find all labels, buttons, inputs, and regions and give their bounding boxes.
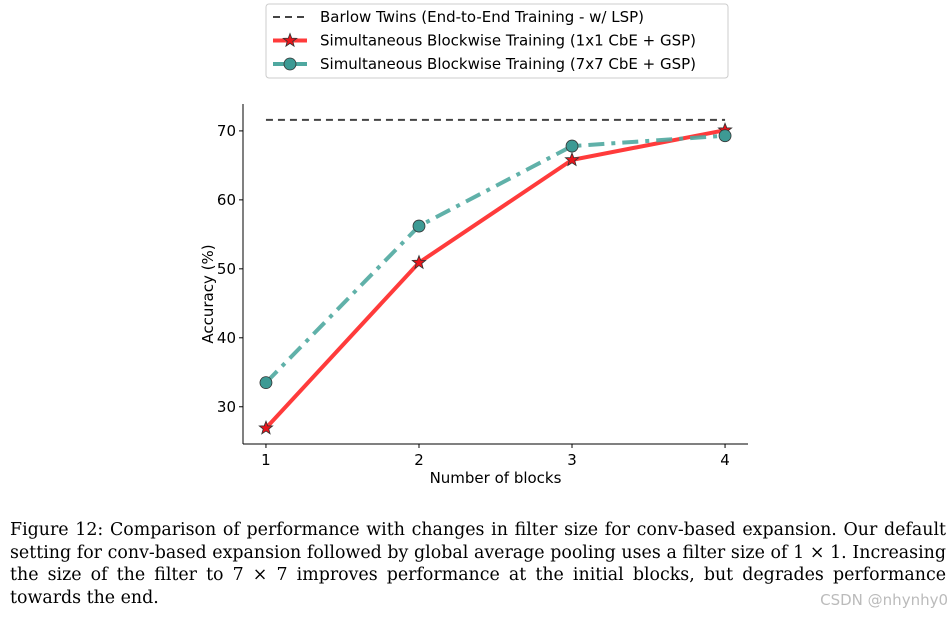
legend-label: Barlow Twins (End-to-End Training - w/ L…: [320, 8, 644, 26]
y-tick-label: 50: [217, 260, 236, 278]
legend-entry: Simultaneous Blockwise Training (1x1 CbE…: [273, 32, 696, 50]
legend-frame: [265, 3, 729, 79]
legend-entry: Barlow Twins (End-to-End Training - w/ L…: [273, 8, 644, 26]
x-tick-label: 2: [414, 451, 424, 469]
data-point-circle: [565, 139, 579, 153]
data-point-circle: [412, 219, 426, 233]
series-line: [264, 133, 726, 385]
x-axis-label: Number of blocks: [430, 469, 562, 487]
data-point-star: [258, 419, 274, 435]
watermark: CSDN @nhynhy0: [820, 591, 948, 609]
axes: 1 2 3 4 30 40 50 60 70 Number of blocks Accuracy (…: [199, 104, 748, 487]
data-point-circle: [718, 129, 732, 143]
x-tick-label: 3: [567, 451, 577, 469]
y-axis-label: Accuracy (%): [199, 244, 217, 343]
plot-area: [258, 118, 733, 435]
figure-caption: Figure 12: Comparison of performance wit…: [10, 520, 946, 608]
legend-star-icon: [282, 32, 298, 48]
y-tick-label: 70: [217, 122, 236, 140]
y-tick-label: 60: [217, 191, 236, 209]
legend-entry: Simultaneous Blockwise Training (7x7 CbE…: [273, 55, 696, 73]
y-tick-label: 30: [217, 398, 236, 416]
line-chart: Barlow Twins (End-to-End Training - w/ L…: [199, 3, 748, 487]
data-point-star: [411, 254, 427, 270]
y-tick-label: 40: [217, 329, 236, 347]
legend-label: Simultaneous Blockwise Training (7x7 CbE…: [320, 55, 696, 73]
legend: Barlow Twins (End-to-End Training - w/ L…: [265, 3, 729, 79]
series-2: [259, 129, 732, 390]
data-point-circle: [259, 376, 273, 390]
legend-label: Simultaneous Blockwise Training (1x1 CbE…: [320, 32, 696, 50]
data-point-star: [564, 151, 580, 167]
x-tick-label: 4: [720, 451, 730, 469]
series-1: [258, 122, 733, 435]
series-line: [264, 128, 726, 430]
x-tick-label: 1: [261, 451, 271, 469]
legend-circle-icon: [283, 57, 297, 71]
